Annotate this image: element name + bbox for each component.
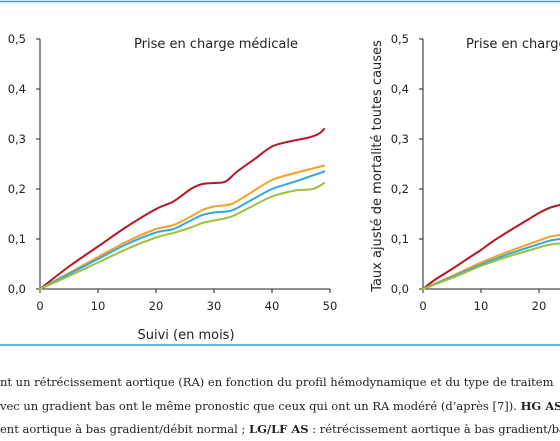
caption-bold-term: LG/LF AS [248, 422, 309, 436]
series-lines [422, 203, 560, 290]
x-tick-label: 0 [36, 299, 43, 313]
x-tick-label: 10 [91, 299, 106, 313]
y-tick-label: 0,5 [391, 32, 409, 46]
chart-panel-left: Prise en charge médicale 0,0 0,1 0,2 0,3 0,4… [8, 32, 338, 343]
axes [36, 38, 331, 293]
series-line-3 [422, 242, 560, 290]
chart-panel-right: Prise en charge Taux ajusté de mortalité… [370, 32, 560, 313]
chart-title: Prise en charge [466, 37, 560, 52]
x-tick-label: 30 [207, 299, 222, 313]
y-tick-label: 0,3 [8, 132, 26, 146]
caption-text: vec un gradient bas ont le même pronosti… [0, 399, 517, 413]
caption-text: ent aortique à bas gradient/débit normal… [0, 422, 246, 436]
series-lines [39, 128, 326, 290]
series-line-3 [39, 182, 326, 290]
y-tick-label: 0,3 [391, 132, 409, 146]
caption-line-2: vec un gradient bas ont le même pronosti… [0, 399, 560, 413]
series-line-0 [422, 203, 560, 290]
y-tick-label: 0,4 [8, 82, 26, 96]
caption-bold-term: HG AS [520, 399, 560, 413]
y-tick-labels: 0,0 0,1 0,2 0,3 0,4 0,5 [8, 32, 26, 296]
series-line-1 [39, 164, 326, 290]
y-tick-label: 0,1 [8, 232, 26, 246]
y-tick-label: 0,0 [8, 282, 26, 296]
x-tick-label: 20 [532, 299, 547, 313]
caption-text: nt un rétrécissement aortique (RA) en fo… [0, 375, 554, 389]
caption-line-3: ent aortique à bas gradient/débit normal… [0, 422, 560, 436]
caption-text: : rétrécissement aortique à bas gradient… [308, 422, 560, 436]
y-tick-labels: 0,0 0,1 0,2 0,3 0,4 0,5 [391, 32, 409, 296]
series-line-0 [39, 128, 326, 290]
y-tick-label: 0,4 [391, 82, 409, 96]
y-tick-label: 0,2 [391, 182, 409, 196]
y-axis-label: Taux ajusté de mortalité toutes causes [370, 40, 385, 293]
x-tick-label: 10 [474, 299, 489, 313]
x-tick-label: 50 [323, 299, 338, 313]
chart-title: Prise en charge médicale [134, 37, 298, 52]
y-tick-label: 0,5 [8, 32, 26, 46]
y-tick-label: 0,0 [391, 282, 409, 296]
caption-line-1: nt un rétrécissement aortique (RA) en fo… [0, 375, 560, 389]
x-axis-label: Suivi (en mois) [137, 328, 234, 343]
y-tick-label: 0,1 [391, 232, 409, 246]
x-tick-labels: 0 10 20 30 40 50 [36, 299, 337, 313]
x-tick-label: 20 [149, 299, 164, 313]
x-tick-label: 0 [419, 299, 426, 313]
x-tick-labels: 0 10 20 [419, 299, 546, 313]
axes [419, 38, 560, 293]
series-line-2 [39, 170, 326, 290]
x-tick-label: 40 [265, 299, 280, 313]
y-tick-label: 0,2 [8, 182, 26, 196]
